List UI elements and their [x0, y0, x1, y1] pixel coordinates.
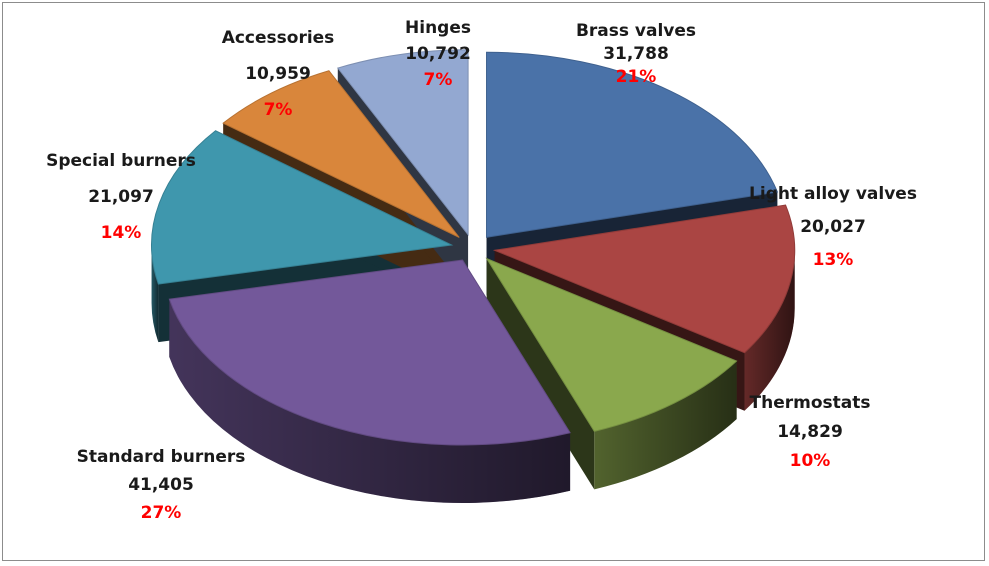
value-label: 10,959 — [245, 64, 311, 84]
percent-label: 13% — [812, 250, 854, 270]
percent-label: 21% — [615, 67, 657, 87]
slice-side-shade-3 — [169, 299, 571, 504]
value-label: 41,405 — [128, 475, 194, 495]
category-label: Accessories — [221, 28, 335, 48]
slice-accessories — [222, 70, 460, 238]
label-hinges: Hinges 10,792 7% — [405, 15, 471, 93]
percent-label: 7% — [423, 70, 453, 90]
label-light-alloy-valves: Light alloy valves 20,027 13% — [749, 178, 917, 277]
category-label: Brass valves — [575, 21, 697, 41]
slice-side-shade-2 — [594, 361, 737, 490]
slice-side-shade-4 — [151, 244, 159, 343]
slice-brass-valves — [486, 51, 779, 238]
pie-top-faces — [151, 49, 796, 446]
value-label: 10,792 — [405, 44, 471, 64]
category-label: Thermostats — [749, 393, 871, 413]
label-special-burners: Special burners 21,097 14% — [46, 143, 196, 251]
label-accessories: Accessories 10,959 7% — [222, 20, 335, 128]
percent-label: 27% — [140, 503, 182, 523]
category-label: Standard burners — [76, 447, 246, 467]
slice-hinges — [336, 49, 469, 237]
category-label: Special burners — [46, 151, 196, 171]
pie-chart — [151, 49, 796, 504]
percent-label: 14% — [100, 223, 142, 243]
slice-light-alloy-valves — [492, 204, 796, 354]
value-label: 14,829 — [777, 422, 843, 442]
label-standard-burners: Standard burners 41,405 27% — [77, 443, 246, 527]
category-label: Light alloy valves — [749, 184, 917, 204]
slice-special-burners — [151, 130, 454, 285]
value-label: 31,788 — [603, 44, 669, 64]
value-label: 20,027 — [800, 217, 866, 237]
slice-side-shade-1 — [744, 250, 795, 411]
percent-label: 10% — [789, 451, 831, 471]
category-label: Hinges — [405, 18, 471, 38]
label-brass-valves: Brass valves 31,788 21% — [576, 20, 696, 89]
value-label: 21,097 — [88, 187, 154, 207]
label-thermostats: Thermostats 14,829 10% — [750, 389, 871, 476]
slice-thermostats — [485, 257, 738, 432]
percent-label: 7% — [263, 100, 293, 120]
slice-standard-burners — [168, 259, 571, 446]
